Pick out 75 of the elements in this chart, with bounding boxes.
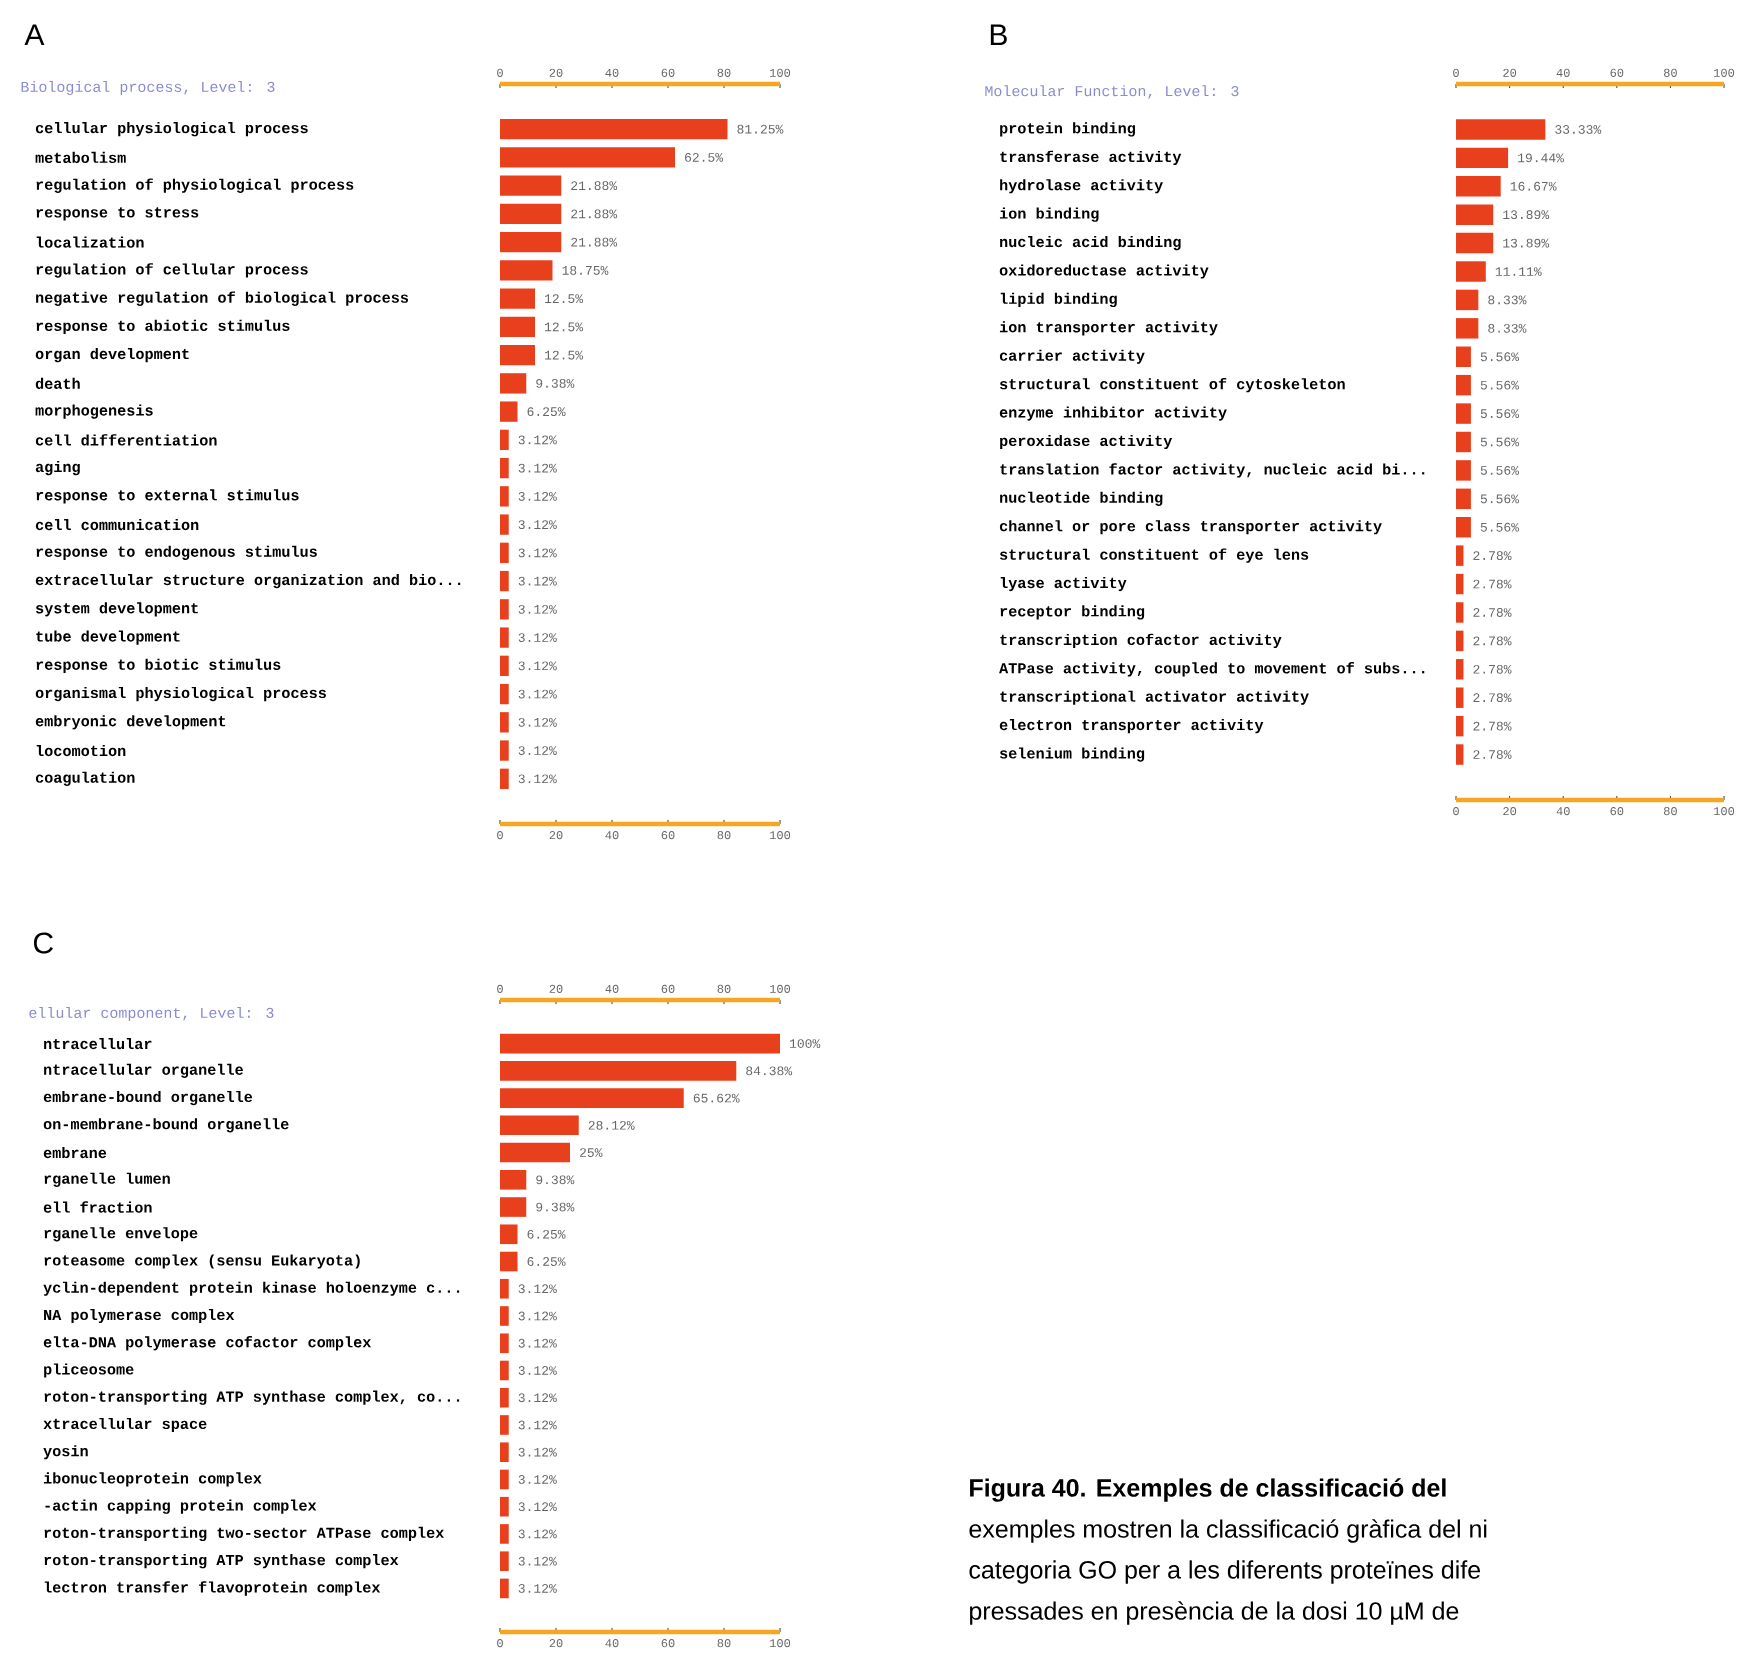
bar bbox=[500, 457, 509, 479]
bar bbox=[1456, 346, 1471, 367]
bar bbox=[500, 119, 728, 140]
bar bbox=[500, 1415, 509, 1435]
bar bbox=[500, 401, 518, 422]
bar bbox=[1456, 403, 1471, 424]
bar bbox=[500, 1088, 684, 1108]
bar bbox=[500, 231, 562, 253]
bar bbox=[1456, 744, 1464, 765]
bar bbox=[500, 1387, 509, 1408]
bar bbox=[1456, 204, 1494, 225]
bar bbox=[500, 1333, 509, 1354]
bar bbox=[500, 1278, 509, 1299]
bar bbox=[1456, 119, 1546, 140]
bar bbox=[500, 1360, 509, 1381]
text: A bbox=[24, 24, 45, 46]
bar bbox=[500, 599, 509, 620]
bar bbox=[500, 1142, 570, 1163]
bar bbox=[1456, 602, 1464, 623]
bar bbox=[500, 740, 509, 761]
bar bbox=[500, 344, 535, 366]
bar bbox=[500, 627, 509, 648]
bar bbox=[500, 288, 535, 309]
bar bbox=[500, 655, 509, 676]
bar bbox=[500, 570, 509, 592]
bar bbox=[500, 147, 675, 168]
bar bbox=[1456, 687, 1464, 708]
bar bbox=[1456, 460, 1471, 481]
text: exemples mostren la classificació gràfica del ni bbox=[969, 1519, 1487, 1543]
bar bbox=[500, 1061, 737, 1081]
bar bbox=[1456, 232, 1494, 254]
bar bbox=[500, 1524, 509, 1544]
bar bbox=[1456, 374, 1471, 396]
bar bbox=[500, 1469, 509, 1490]
text: C bbox=[33, 932, 53, 954]
bar bbox=[1456, 176, 1501, 197]
bar bbox=[1456, 488, 1471, 510]
bar bbox=[500, 768, 509, 789]
bar bbox=[500, 203, 562, 225]
bar bbox=[500, 373, 527, 394]
bar bbox=[1456, 715, 1464, 737]
bar bbox=[1456, 630, 1464, 652]
bar bbox=[500, 1578, 509, 1599]
bar bbox=[1456, 261, 1486, 282]
bar bbox=[500, 1251, 518, 1272]
bar bbox=[500, 316, 535, 338]
bar bbox=[1456, 431, 1471, 453]
bar bbox=[500, 1197, 527, 1217]
text: B bbox=[990, 24, 1007, 46]
bar bbox=[500, 712, 509, 733]
bar bbox=[500, 175, 562, 196]
bar bbox=[500, 1306, 509, 1326]
bar bbox=[500, 260, 553, 281]
bar bbox=[500, 1169, 527, 1190]
bar bbox=[1456, 517, 1471, 538]
bar bbox=[500, 486, 509, 507]
bar bbox=[1456, 289, 1479, 311]
bar bbox=[500, 1115, 579, 1136]
bar bbox=[1456, 573, 1464, 595]
bar bbox=[500, 1551, 509, 1571]
bar bbox=[1456, 659, 1464, 680]
bar bbox=[500, 1033, 780, 1054]
text: Figura 40. Exemples de classificació del bbox=[970, 1478, 1446, 1502]
bar bbox=[500, 542, 509, 564]
bar bbox=[1456, 318, 1479, 339]
bar bbox=[500, 1496, 509, 1517]
bar bbox=[500, 1442, 509, 1463]
bar bbox=[500, 683, 509, 705]
bar bbox=[1456, 147, 1509, 169]
text: categoria GO per a les diferents proteïnes dife bbox=[969, 1560, 1481, 1584]
text: pressades en presència de la dosi 10 µM de bbox=[970, 1601, 1459, 1625]
bar bbox=[1456, 545, 1464, 566]
bar bbox=[500, 1224, 518, 1245]
bar bbox=[500, 429, 509, 451]
bar bbox=[500, 514, 509, 535]
